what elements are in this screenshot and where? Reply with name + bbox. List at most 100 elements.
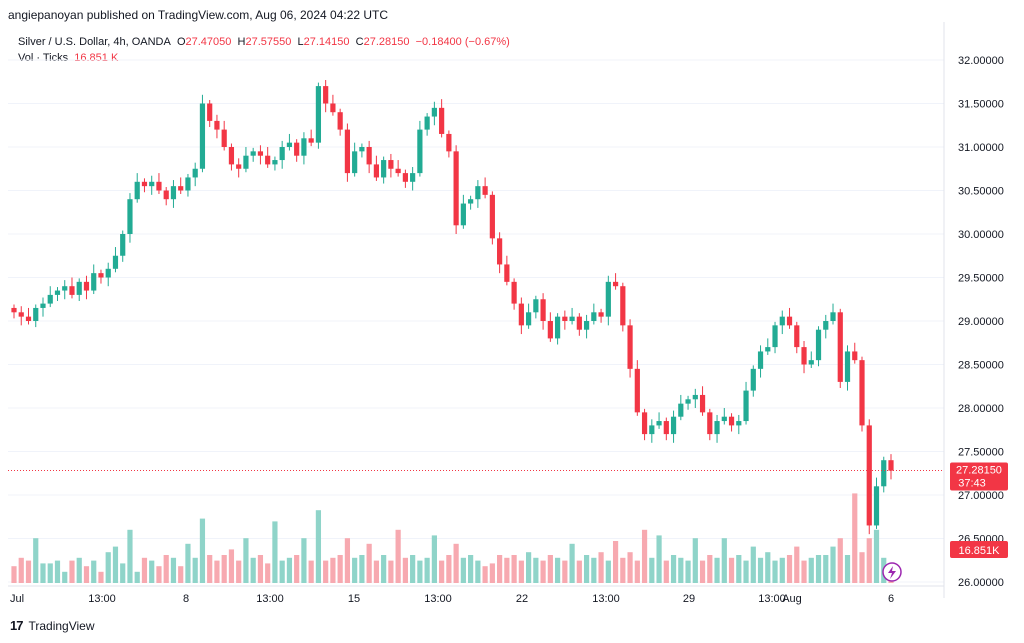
volume-bar <box>707 555 713 583</box>
volume-bar <box>859 552 865 583</box>
volume-bar <box>844 555 851 583</box>
volume-bar <box>134 571 140 583</box>
publisher-line: angiepanoyan published on TradingView.co… <box>8 8 389 22</box>
tradingview-brand[interactable]: TradingView <box>28 618 95 633</box>
candle-body <box>439 107 445 134</box>
last-price-badge <box>950 462 1008 491</box>
x-tick-label: Jul <box>10 593 24 605</box>
candle-body <box>192 168 198 178</box>
candle-body <box>257 151 264 156</box>
y-tick-label: 28.50000 <box>958 360 1004 372</box>
x-tick-label: 13:00 <box>256 593 284 605</box>
candle-body <box>562 316 568 321</box>
x-tick-label: 13:00 <box>88 593 116 605</box>
volume-bar <box>772 560 778 583</box>
candle-body <box>692 394 698 400</box>
candle-body <box>670 416 677 435</box>
volume-bar <box>743 560 749 583</box>
candle-countdown: 37:43 <box>958 478 986 490</box>
candle-body <box>221 129 227 147</box>
candle-body <box>76 281 82 295</box>
candle-body <box>598 312 604 317</box>
x-tick-label: 6 <box>888 593 894 605</box>
volume-bar <box>236 560 242 583</box>
candle-body <box>873 486 880 526</box>
volume-bar <box>337 555 343 583</box>
candle-body <box>852 351 858 361</box>
volume-bar <box>852 493 858 583</box>
candle-body <box>656 421 662 426</box>
close-value: 27.28150 <box>363 36 410 48</box>
candle-body <box>279 147 285 161</box>
volume-bar <box>699 560 706 583</box>
candle-body <box>526 312 532 326</box>
volume-bar <box>468 555 474 583</box>
y-tick-label: 29.50000 <box>958 273 1004 285</box>
volume-bar <box>562 560 568 583</box>
candle-body <box>605 281 611 317</box>
volume-bar <box>315 510 322 583</box>
symbol-name[interactable]: Silver / U.S. Dollar, 4h, OANDA <box>18 36 171 48</box>
candle-body <box>866 425 872 526</box>
volume-bar <box>794 546 800 583</box>
volume-bar <box>815 555 822 583</box>
volume-bar <box>91 560 97 583</box>
candle-body <box>460 203 466 226</box>
volume-bar <box>497 555 503 583</box>
candle-body <box>576 316 582 330</box>
candle-body <box>11 307 17 313</box>
volume-label[interactable]: Vol · Ticks <box>18 52 69 64</box>
candle-body <box>199 103 206 169</box>
candle-body <box>620 286 626 326</box>
tradingview-footer: 17 TradingView <box>10 618 95 633</box>
candle-body <box>286 142 293 147</box>
candle-body <box>170 186 177 200</box>
candle-body <box>250 151 256 156</box>
volume-bar <box>482 566 488 583</box>
candle-body <box>547 321 553 339</box>
candle-body <box>699 394 706 413</box>
candle-body <box>497 238 503 265</box>
candle-body <box>366 147 372 165</box>
volume-bar <box>11 566 17 583</box>
candle-body <box>757 351 764 369</box>
candle-body <box>489 194 495 239</box>
candle-body <box>743 390 749 422</box>
candle-body <box>468 199 474 204</box>
volume-bar <box>649 557 655 583</box>
candle-body <box>410 173 416 182</box>
candle-body <box>330 103 336 113</box>
volume-bar <box>692 538 698 583</box>
low-label: L <box>297 36 304 48</box>
candle-body <box>844 351 851 382</box>
volume-bar <box>431 535 437 583</box>
volume-bar <box>141 557 148 583</box>
candle-body <box>482 186 488 195</box>
volume-bar <box>207 555 213 583</box>
x-tick-label: 22 <box>516 593 528 605</box>
candle-body <box>112 255 119 269</box>
candle-body <box>185 177 191 191</box>
candle-body <box>504 264 510 282</box>
y-tick-label: 30.50000 <box>958 186 1004 198</box>
volume-bar <box>221 555 227 583</box>
tradingview-logo-icon: 17 <box>10 618 24 633</box>
candle-body <box>736 421 742 426</box>
candle-body <box>359 147 365 152</box>
candle-body <box>794 325 800 348</box>
volume-bar <box>504 557 510 583</box>
volume-bar <box>554 557 561 583</box>
candle-body <box>265 155 271 165</box>
candle-body <box>583 321 590 330</box>
volume-bar <box>25 560 32 583</box>
volume-bar <box>402 557 408 583</box>
candle-body <box>772 325 778 348</box>
candle-body <box>859 360 865 426</box>
candle-body <box>424 116 430 130</box>
candle-body <box>33 307 39 321</box>
candle-body <box>540 299 546 321</box>
volume-bar <box>518 560 524 583</box>
candle-body <box>69 286 75 295</box>
candle-body <box>294 142 300 156</box>
